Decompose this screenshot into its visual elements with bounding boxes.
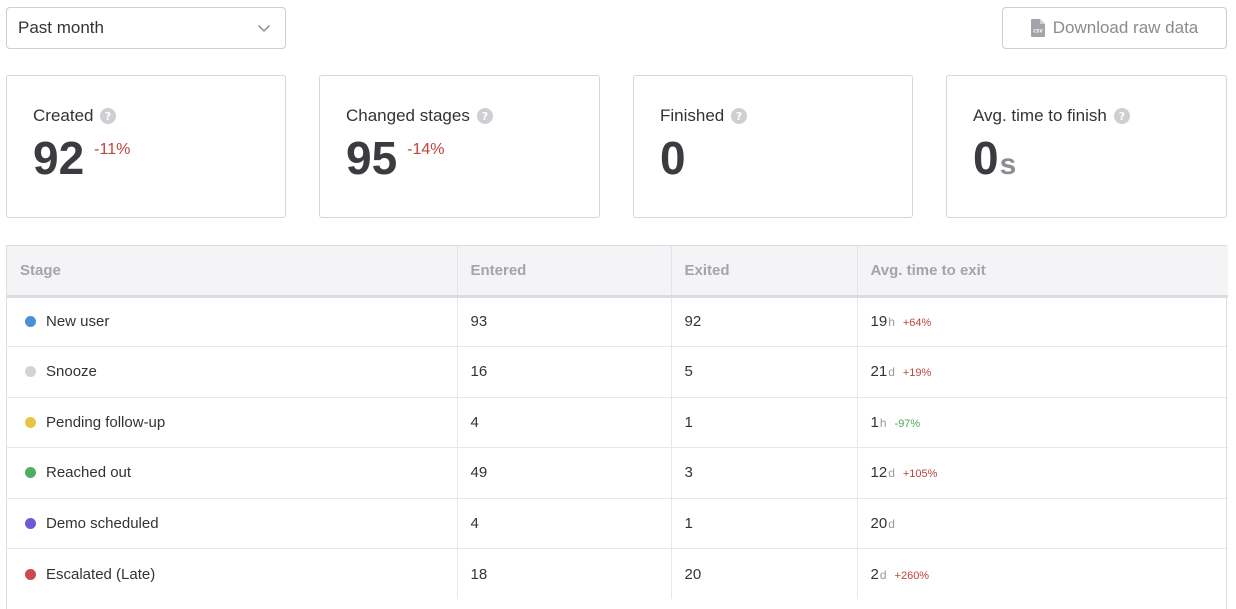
avg-time-delta: +105%	[902, 468, 938, 481]
help-icon[interactable]: ?	[731, 108, 748, 124]
avg-time-cell: 19h +64%	[856, 296, 1228, 347]
svg-text:?: ?	[736, 110, 742, 123]
metric-title: Finished	[660, 106, 725, 125]
entered-cell: 4	[456, 396, 671, 448]
table-row[interactable]: Demo scheduled 4 1 20d	[7, 497, 1228, 549]
entered-cell: 93	[456, 296, 671, 347]
metric-delta: -11%	[94, 141, 131, 158]
svg-text:?: ?	[482, 110, 488, 123]
entered-cell: 18	[456, 548, 671, 599]
stage-cell: New user	[7, 296, 457, 347]
stage-cell: Escalated (Late)	[7, 548, 457, 599]
stages-table: Stage Entered Exited Avg. time to exit N…	[6, 245, 1228, 609]
exited-cell: 20	[670, 548, 857, 599]
metric-value: 92	[33, 132, 85, 184]
download-raw-data-label: Download raw data	[1052, 18, 1199, 37]
metric-title: Avg. time to finish	[973, 106, 1107, 125]
avg-time-cell: 2d +260%	[856, 548, 1228, 599]
metric-title: Changed stages	[346, 106, 470, 125]
avg-time-unit: d	[879, 567, 887, 582]
table-row[interactable]: Reached out 49 3 12d +105%	[7, 447, 1228, 498]
metric-card-created: Created ? 92 -11%	[6, 75, 286, 218]
help-icon[interactable]: ?	[476, 108, 493, 124]
stage-name: Pending follow-up	[46, 413, 166, 431]
stage-name: New user	[46, 313, 110, 331]
avg-time-unit: h	[879, 415, 887, 430]
stage-color-dot	[25, 467, 36, 479]
avg-time-delta: -97%	[894, 417, 921, 430]
metric-value: 0	[973, 132, 999, 184]
avg-time-cell: 12d +105%	[856, 447, 1228, 498]
avg-time-cell: 21d +19%	[856, 346, 1228, 397]
avg-time-value: 21	[870, 363, 888, 381]
table-row[interactable]: New user 93 92 19h +64%	[7, 296, 1228, 347]
stage-cell: Snooze	[7, 346, 457, 397]
metric-card-avg-time-to-finish: Avg. time to finish ? 0 s	[946, 75, 1227, 218]
entered-cell: 16	[456, 346, 671, 397]
metric-card-finished: Finished ? 0	[633, 75, 913, 218]
stage-name: Escalated (Late)	[46, 565, 156, 583]
metric-value: 95	[346, 132, 398, 184]
avg-time-cell: 1h -97%	[856, 396, 1228, 448]
svg-text:CSV: CSV	[1033, 29, 1043, 34]
help-icon[interactable]: ?	[1113, 108, 1130, 124]
exited-cell: 3	[670, 447, 857, 498]
exited-cell: 92	[670, 296, 857, 347]
stage-name: Snooze	[46, 363, 97, 381]
entered-cell: 4	[456, 497, 671, 549]
help-icon[interactable]: ?	[100, 108, 117, 124]
stage-color-dot	[25, 366, 36, 378]
table-row[interactable]: Pending follow-up 4 1 1h -97%	[7, 396, 1228, 448]
metric-card-changed-stages: Changed stages ? 95 -14%	[319, 75, 600, 218]
stage-cell: Reached out	[7, 447, 457, 498]
metric-unit: s	[999, 148, 1017, 181]
avg-time-delta: +64%	[902, 317, 932, 330]
table-header-row: Stage Entered Exited Avg. time to exit	[7, 246, 1228, 298]
avg-time-delta: +260%	[894, 569, 930, 582]
chevron-down-icon	[258, 25, 270, 32]
exited-cell: 1	[670, 396, 857, 448]
avg-time-cell: 20d	[856, 497, 1228, 549]
table-row[interactable]: Escalated (Late) 18 20 2d +260%	[7, 548, 1228, 599]
avg-time-unit: d	[888, 516, 895, 531]
csv-file-icon: CSV	[1030, 19, 1045, 37]
stage-color-dot	[25, 316, 36, 328]
period-select-value: Past month	[18, 18, 104, 37]
stage-name: Demo scheduled	[46, 514, 159, 532]
column-header-exited[interactable]: Exited	[670, 246, 857, 298]
metric-value: 0	[660, 132, 686, 184]
avg-time-value: 12	[870, 464, 888, 482]
column-header-stage[interactable]: Stage	[7, 246, 457, 298]
metric-delta: -14%	[407, 141, 445, 158]
stage-cell: Pending follow-up	[7, 396, 457, 448]
stage-color-dot	[25, 416, 36, 428]
stage-color-dot	[25, 568, 36, 580]
avg-time-delta: +19%	[902, 367, 932, 380]
stage-color-dot	[25, 517, 36, 529]
download-raw-data-button[interactable]: CSV Download raw data	[1002, 7, 1227, 49]
period-select[interactable]: Past month	[6, 7, 286, 49]
exited-cell: 1	[670, 497, 857, 549]
exited-cell: 5	[670, 346, 857, 397]
stage-name: Reached out	[46, 464, 132, 482]
avg-time-value: 20	[870, 514, 888, 532]
avg-time-unit: d	[888, 365, 895, 380]
avg-time-value: 19	[870, 313, 888, 331]
stage-cell: Demo scheduled	[7, 497, 457, 549]
svg-text:?: ?	[1119, 110, 1125, 123]
column-header-entered[interactable]: Entered	[456, 246, 671, 298]
metric-title: Created	[33, 106, 94, 125]
table-row[interactable]: Snooze 16 5 21d +19%	[7, 346, 1228, 397]
svg-text:?: ?	[105, 110, 111, 123]
avg-time-unit: d	[888, 466, 895, 481]
column-header-avg-time-to-exit[interactable]: Avg. time to exit	[856, 246, 1228, 298]
avg-time-unit: h	[888, 315, 895, 330]
avg-time-value: 2	[870, 565, 879, 583]
avg-time-value: 1	[870, 413, 879, 431]
entered-cell: 49	[456, 447, 671, 498]
